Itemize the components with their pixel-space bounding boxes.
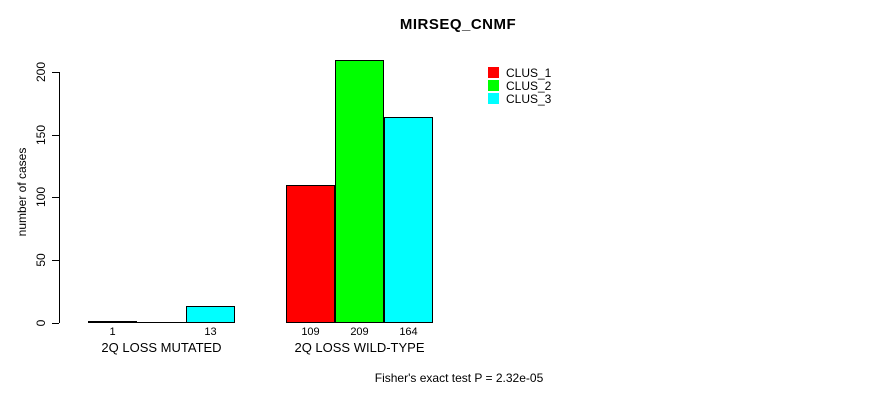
category-label: 2Q LOSS WILD-TYPE (294, 340, 425, 355)
bar-value-label: 13 (204, 326, 217, 338)
legend-swatch (488, 93, 499, 104)
legend-item: CLUS_1 (488, 65, 552, 80)
tick-label: 50 (34, 253, 48, 267)
y-axis-line (59, 72, 60, 323)
tick-mark (52, 197, 59, 199)
legend-swatch (488, 80, 499, 91)
category-label: 2Q LOSS MUTATED (101, 340, 222, 355)
bar-value-label: 109 (301, 326, 320, 338)
legend-item: CLUS_3 (488, 91, 552, 106)
bar (88, 321, 137, 323)
legend-swatch (488, 67, 499, 78)
legend-label: CLUS_3 (506, 91, 552, 106)
bar-value-label: 209 (350, 326, 369, 338)
tick-mark (52, 259, 59, 261)
legend-item: CLUS_2 (488, 78, 552, 93)
bar (384, 117, 433, 323)
annotation: Fisher's exact test P = 2.32e-05 (374, 371, 544, 385)
tick-label: 200 (34, 61, 48, 83)
bar-value-label: 164 (399, 326, 418, 338)
tick-mark (52, 134, 59, 136)
bar (286, 185, 335, 323)
bar-value-label: 1 (109, 326, 116, 338)
legend-label: CLUS_2 (506, 78, 552, 93)
bar (335, 60, 384, 323)
tick-mark (52, 322, 59, 324)
tick-label: 100 (34, 187, 48, 208)
bar (137, 322, 187, 323)
legend: CLUS_1 CLUS_2 CLUS_3 (488, 65, 552, 106)
y-axis-label: number of cases (15, 147, 29, 237)
legend-label: CLUS_1 (506, 65, 552, 80)
tick-label: 0 (34, 319, 48, 326)
tick-mark (52, 72, 59, 73)
chart-title: MIRSEQ_CNMF (399, 16, 517, 33)
tick-label: 150 (34, 124, 48, 145)
bar (186, 306, 235, 323)
